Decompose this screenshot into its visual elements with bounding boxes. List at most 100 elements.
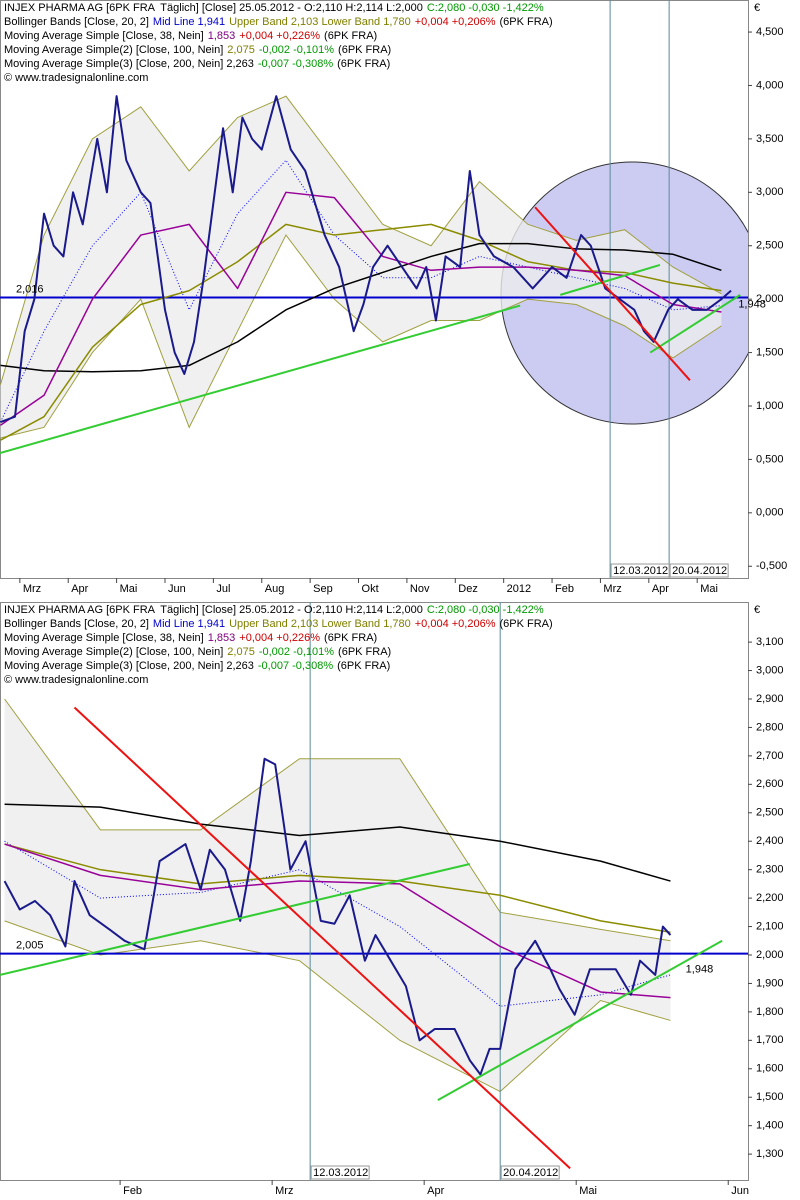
y-tick-label: 2,300 bbox=[756, 864, 784, 876]
x-tick-label: Apr bbox=[71, 583, 88, 595]
date-label-box bbox=[610, 563, 670, 578]
x-tick-label: Apr bbox=[652, 583, 669, 595]
y-tick-label: 2,000 bbox=[756, 293, 784, 305]
y-tick-label: 1,500 bbox=[756, 346, 784, 358]
x-tick-label: Dez bbox=[458, 583, 478, 595]
trendline bbox=[0, 863, 471, 976]
y-tick-label: 1,800 bbox=[756, 1006, 784, 1018]
value-annotation: 1,948 bbox=[738, 299, 766, 311]
y-tick-label: 1,900 bbox=[756, 977, 784, 989]
legend-text: Mid Line 1,941 bbox=[153, 16, 225, 28]
legend-text: (6PK FRA) bbox=[499, 16, 552, 28]
y-tick-label: 2,100 bbox=[756, 920, 784, 932]
y-tick-label: 2,700 bbox=[756, 750, 784, 762]
legend-text: Bollinger Bands [Close, 20, 2] bbox=[4, 618, 149, 630]
date-label: 12.03.2012 bbox=[613, 565, 668, 577]
legend-text: (6PK FRA) bbox=[337, 660, 390, 672]
trendline bbox=[649, 294, 741, 354]
y-tick-label: 0,000 bbox=[756, 507, 784, 519]
x-tick-label: 2012 bbox=[507, 583, 531, 595]
legend-text: © www.tradesignalonline.com bbox=[4, 72, 148, 84]
price-line bbox=[4, 843, 671, 933]
x-tick-label: Mai bbox=[700, 583, 718, 595]
bollinger-band bbox=[0, 96, 722, 439]
legend-text: Upper Band 2,103 Lower Band 1,780 bbox=[229, 618, 411, 630]
x-tick-label: Mrz bbox=[603, 583, 621, 595]
y-tick-label: 3,000 bbox=[756, 664, 784, 676]
legend-text: Moving Average Simple(3) [Close, 200, Ne… bbox=[4, 58, 254, 70]
currency: € bbox=[754, 604, 760, 616]
legend-text: (6PK FRA) bbox=[338, 44, 391, 56]
legend-line: Bollinger Bands [Close, 20, 2] Mid Line 1… bbox=[4, 16, 553, 28]
legend-text: 2,075 bbox=[227, 646, 255, 658]
band-upper bbox=[0, 95, 722, 385]
plot-area bbox=[0, 0, 748, 578]
y-tick-label: 1,400 bbox=[756, 1120, 784, 1132]
legend-line: © www.tradesignalonline.com bbox=[4, 674, 148, 686]
legend-text: 1,853 bbox=[208, 632, 236, 644]
support-label: 2,005 bbox=[16, 939, 44, 951]
trendline bbox=[534, 206, 691, 382]
x-tick-label: Apr bbox=[427, 1185, 444, 1197]
y-tick-label: 2,900 bbox=[756, 693, 784, 705]
legend-text: INJEX PHARMA AG [6PK FRA Täglich] [Close… bbox=[4, 604, 423, 616]
date-label-box bbox=[500, 1165, 560, 1180]
x-tick-label: Nov bbox=[410, 583, 430, 595]
legend-text: +0,004 +0,226% bbox=[239, 30, 320, 42]
trendline bbox=[559, 264, 661, 296]
legend-text: +0,004 +0,206% bbox=[415, 16, 496, 28]
y-tick-label: 2,000 bbox=[756, 949, 784, 961]
y-tick-label: 3,100 bbox=[756, 636, 784, 648]
band-upper bbox=[4, 698, 671, 942]
legend-line: Moving Average Simple [Close, 38, Nein] 1… bbox=[4, 632, 377, 644]
legend-line: Moving Average Simple(3) [Close, 200, Ne… bbox=[4, 660, 390, 672]
y-tick-label: 1,000 bbox=[756, 400, 784, 412]
trendline bbox=[73, 706, 571, 1170]
y-tick-label: 1,700 bbox=[756, 1034, 784, 1046]
legend-text: C:2,080 -0,030 -1,422% bbox=[427, 2, 544, 14]
y-tick-label: -0,500 bbox=[756, 560, 787, 572]
legend-line: Moving Average Simple(3) [Close, 200, Ne… bbox=[4, 58, 390, 70]
y-tick-label: 1,300 bbox=[756, 1148, 784, 1160]
x-tick-label: Feb bbox=[123, 1185, 142, 1197]
price-line bbox=[4, 803, 671, 882]
legend-text: Moving Average Simple(2) [Close, 100, Ne… bbox=[4, 646, 223, 658]
legend-text: 2,075 bbox=[227, 44, 255, 56]
legend-text: © www.tradesignalonline.com bbox=[4, 674, 148, 686]
legend-line: Moving Average Simple [Close, 38, Nein] 1… bbox=[4, 30, 377, 42]
trendline bbox=[437, 939, 723, 1101]
x-tick-label: Jul bbox=[216, 583, 230, 595]
legend-line: Moving Average Simple(2) [Close, 100, Ne… bbox=[4, 646, 391, 658]
date-label: 20.04.2012 bbox=[672, 565, 727, 577]
x-tick-label: Jun bbox=[731, 1185, 749, 1197]
legend-text: -0,002 -0,101% bbox=[259, 44, 334, 56]
legend-line: INJEX PHARMA AG [6PK FRA Täglich] [Close… bbox=[4, 604, 544, 616]
legend-text: (6PK FRA) bbox=[337, 58, 390, 70]
currency: € bbox=[754, 2, 760, 14]
price-line bbox=[0, 242, 722, 373]
price-line bbox=[3, 757, 672, 1076]
y-tick-label: 2,500 bbox=[756, 807, 784, 819]
legend-line: Bollinger Bands [Close, 20, 2] Mid Line 1… bbox=[4, 618, 553, 630]
legend-text: (6PK FRA) bbox=[324, 30, 377, 42]
y-tick-label: 2,500 bbox=[756, 240, 784, 252]
legend-text: INJEX PHARMA AG [6PK FRA Täglich] [Close… bbox=[4, 2, 423, 14]
legend-text: Moving Average Simple [Close, 38, Nein] bbox=[4, 632, 204, 644]
legend-text: (6PK FRA) bbox=[499, 618, 552, 630]
x-tick-label: Okt bbox=[362, 583, 379, 595]
x-tick-label: Mrz bbox=[275, 1185, 293, 1197]
legend-text: Upper Band 2,103 Lower Band 1,780 bbox=[229, 16, 411, 28]
legend-text: C:2,080 -0,030 -1,422% bbox=[427, 604, 544, 616]
date-label-box bbox=[310, 1165, 370, 1180]
x-tick-label: Feb bbox=[555, 583, 574, 595]
y-tick-label: 2,200 bbox=[756, 892, 784, 904]
plot-area bbox=[0, 602, 748, 1180]
legend-text: Moving Average Simple(2) [Close, 100, Ne… bbox=[4, 44, 223, 56]
y-tick-label: 0,500 bbox=[756, 453, 784, 465]
legend-text: -0,007 -0,308% bbox=[258, 58, 333, 70]
y-tick-label: 2,400 bbox=[756, 835, 784, 847]
legend-line: INJEX PHARMA AG [6PK FRA Täglich] [Close… bbox=[4, 2, 544, 14]
y-tick-label: 3,500 bbox=[756, 133, 784, 145]
legend-text: 1,853 bbox=[208, 30, 236, 42]
x-tick-label: Jun bbox=[168, 583, 186, 595]
